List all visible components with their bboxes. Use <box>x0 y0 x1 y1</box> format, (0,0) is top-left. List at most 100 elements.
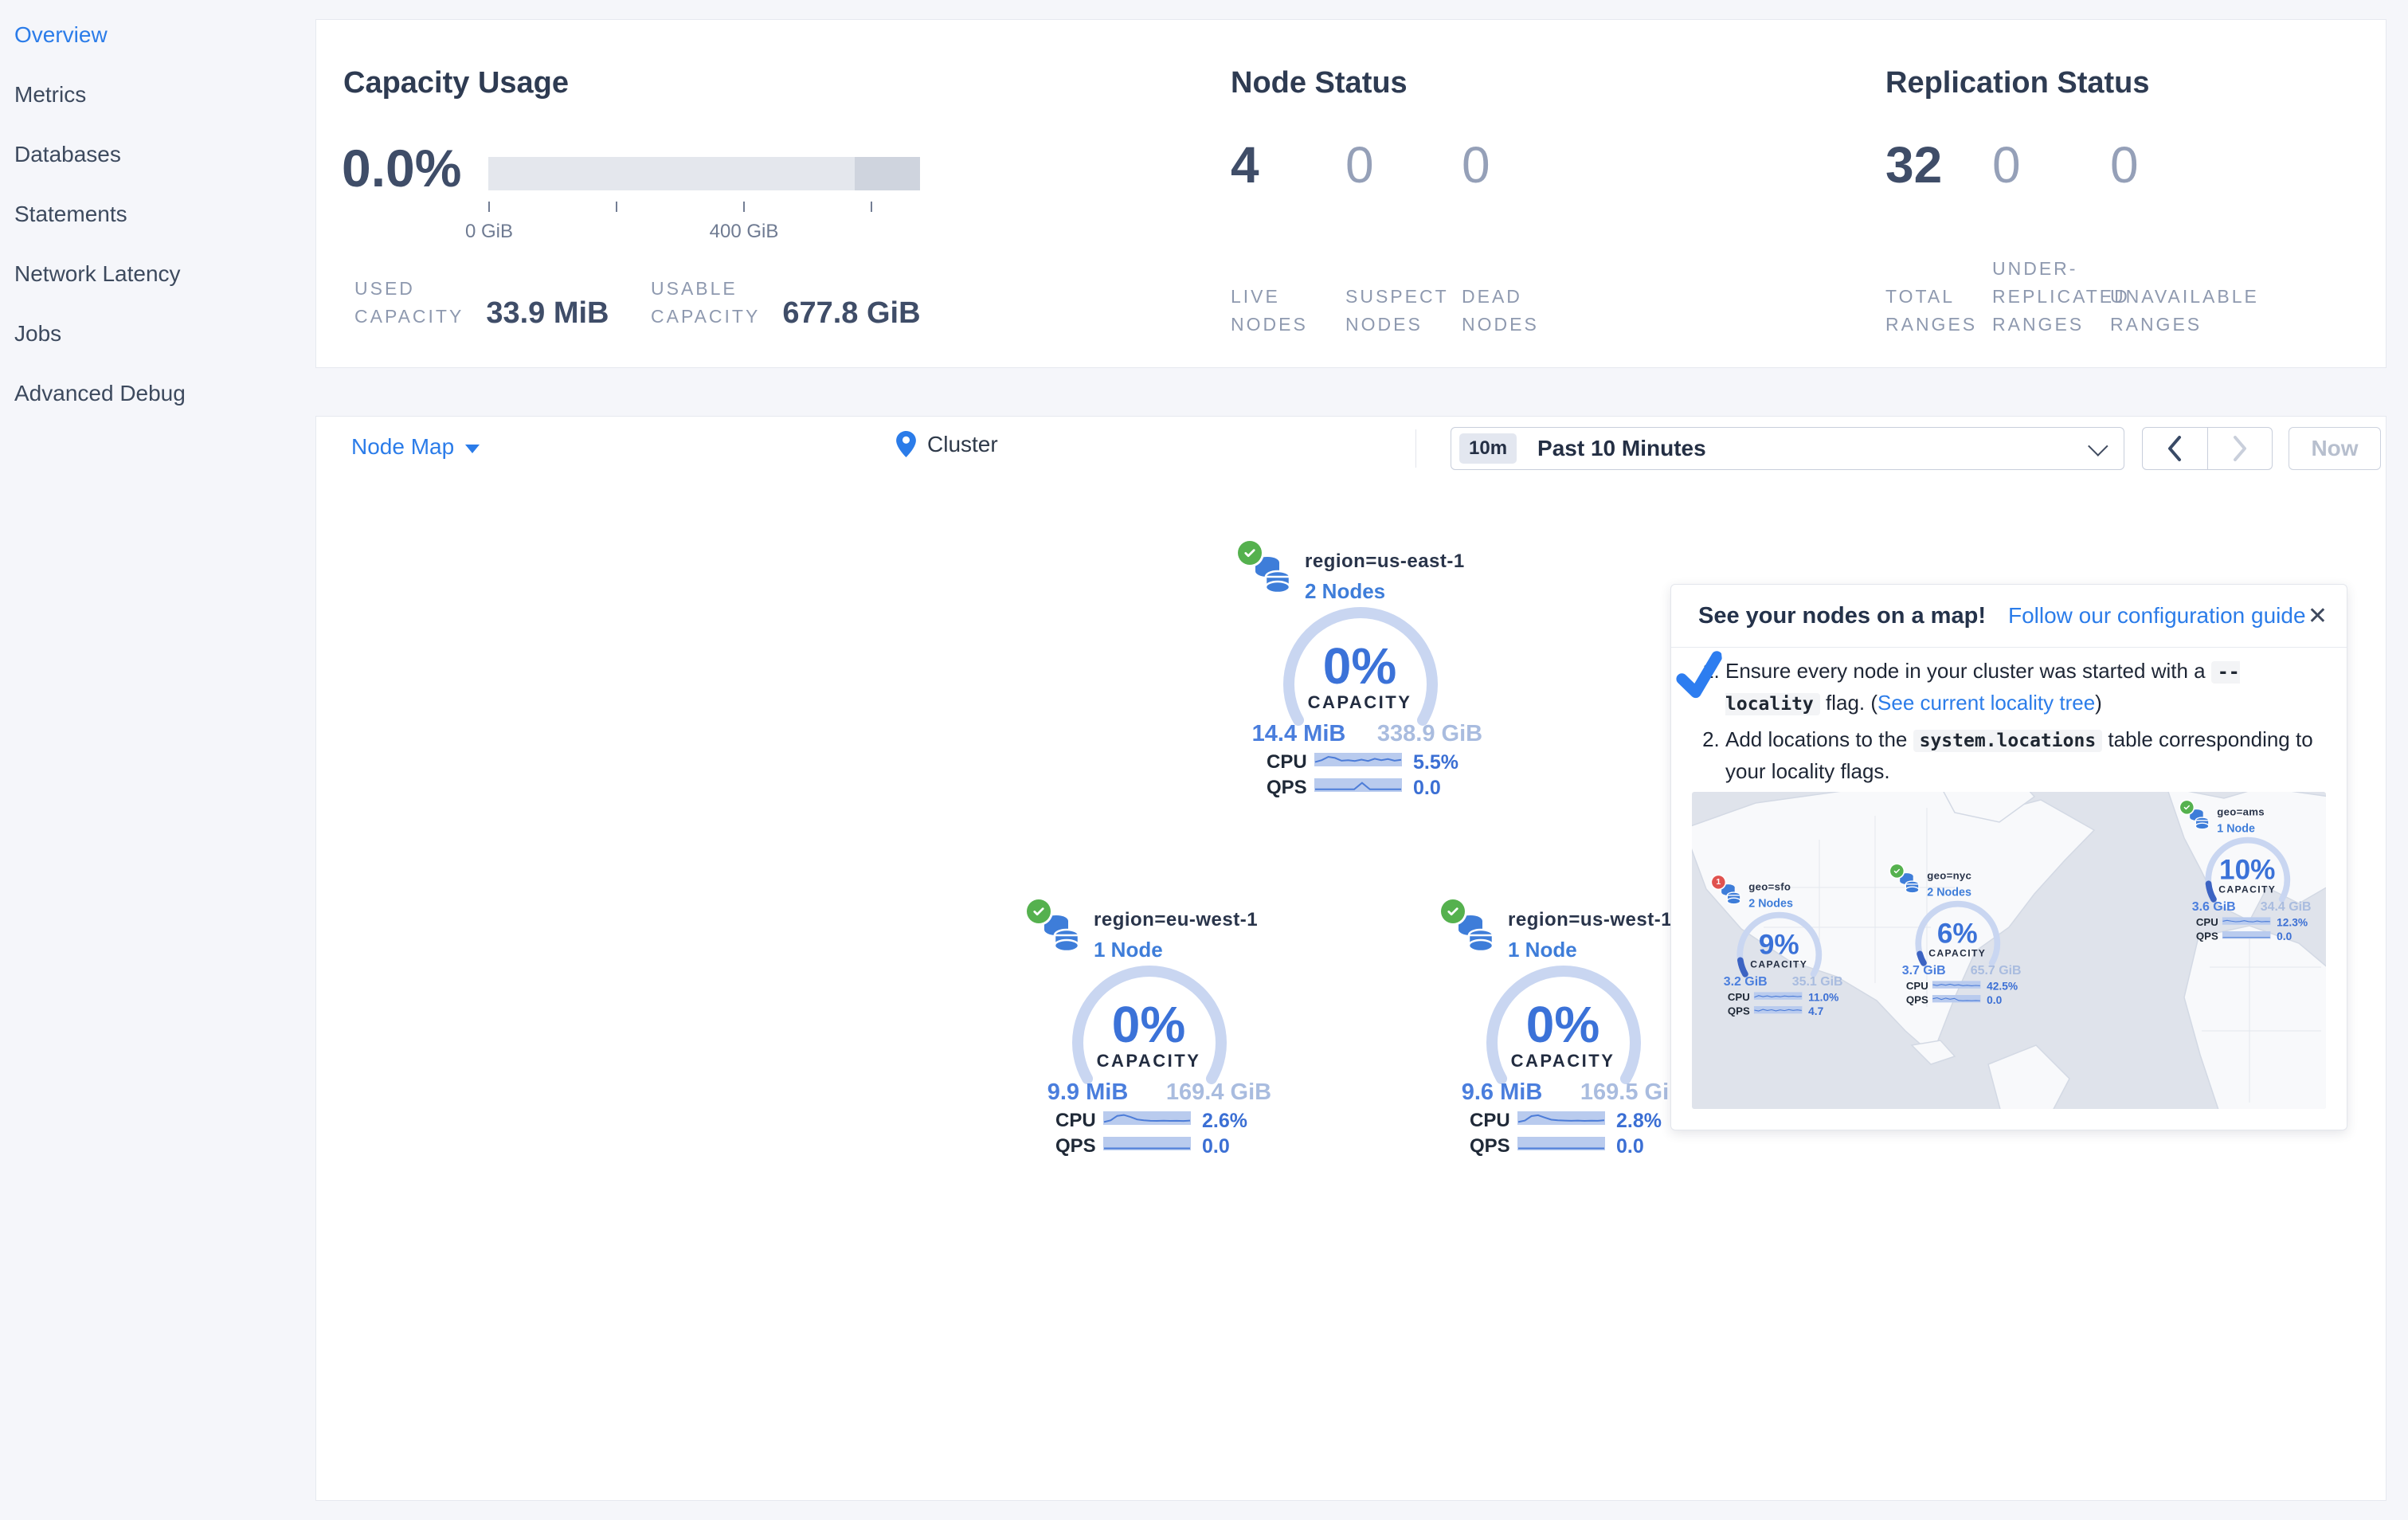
stat-label: DEAD NODES <box>1462 286 1539 335</box>
cpu-value: 11.0% <box>1808 991 1839 1004</box>
capacity-usage-bar <box>488 157 920 190</box>
healthy-check-icon <box>1890 864 1904 878</box>
qps-value: 0.0 <box>1987 993 2003 1007</box>
stat-value: 0 <box>1345 136 1374 194</box>
stat-column: 0 DEAD NODES <box>1462 139 1581 339</box>
cpu-metric-row: CPU 5.5% <box>1267 751 1490 774</box>
qps-label: QPS <box>1470 1135 1510 1157</box>
time-step-back-button[interactable] <box>2143 428 2207 469</box>
node-map-card: Node Map Cluster 10m Past 10 Minutes Now <box>315 416 2386 1501</box>
view-selector-label: Node Map <box>351 434 455 459</box>
node-count-link[interactable]: 1 Node <box>1094 938 1163 962</box>
sidebar-item-statements[interactable]: Statements <box>14 202 127 226</box>
popup-instructions: Ensure every node in your cluster was st… <box>1676 651 2323 786</box>
used-capacity-stat: USED CAPACITY 33.9 MiB <box>354 275 609 331</box>
node-map-toolbar: Node Map Cluster 10m Past 10 Minutes Now <box>316 417 2386 481</box>
qps-metric-row: QPS 0.0 <box>1905 993 2029 1007</box>
node-total-capacity: 65.7 GiB <box>1970 963 2022 977</box>
capacity-axis-tick-label: 0 GiB <box>464 221 514 242</box>
sidebar-item-network-latency[interactable]: Network Latency <box>14 261 181 286</box>
region-node-nyc: geo=nyc 2 Nodes 6% CAPACITY 3.7 GiB 65.7… <box>1889 864 2038 1009</box>
qps-label: QPS <box>1905 993 1928 1006</box>
close-icon[interactable]: ✕ <box>2307 603 2328 629</box>
time-step-buttons <box>2142 427 2273 470</box>
sidebar-item-advanced-debug[interactable]: Advanced Debug <box>14 381 186 405</box>
qps-sparkline <box>2222 931 2271 939</box>
qps-value: 0.0 <box>1413 777 1441 799</box>
usable-capacity-label: USABLE CAPACITY <box>651 278 761 327</box>
node-total-capacity: 169.4 GiB <box>1165 1079 1272 1105</box>
sidebar-item-metrics[interactable]: Metrics <box>14 82 87 107</box>
cpu-value: 42.5% <box>1987 980 2018 993</box>
qps-label: QPS <box>1055 1135 1096 1157</box>
node-locality-label: geo=nyc <box>1927 869 1972 882</box>
healthy-check-icon <box>1238 541 1262 565</box>
database-icon <box>1900 873 1920 894</box>
stat-column: 32 TOTAL RANGES <box>1885 139 1989 339</box>
stat-label: UNAVAILABLE RANGES <box>2110 286 2259 335</box>
cpu-label: CPU <box>1727 991 1750 1004</box>
capacity-percent: 0% <box>1525 996 1600 1053</box>
configuration-guide-link[interactable]: Follow our configuration guide <box>2007 603 2306 628</box>
time-step-forward-button[interactable] <box>2206 428 2273 469</box>
breadcrumb[interactable]: Cluster <box>896 431 998 457</box>
stat-column: 4 LIVE NODES <box>1231 139 1342 339</box>
capacity-axis-tick <box>488 202 490 212</box>
node-count-link[interactable]: 2 Nodes <box>1927 885 1971 899</box>
node-count-link[interactable]: 2 Nodes <box>1305 579 1386 603</box>
time-range-selector[interactable]: 10m Past 10 Minutes <box>1451 427 2124 470</box>
cpu-sparkline <box>2222 917 2271 925</box>
node-used-capacity: 3.2 GiB <box>1723 974 1768 989</box>
capacity-gauge <box>1072 966 1227 1084</box>
cpu-label: CPU <box>1055 1110 1096 1131</box>
sidebar-item-jobs[interactable]: Jobs <box>14 321 62 346</box>
database-icon <box>1721 884 1741 905</box>
qps-metric-row: QPS 4.7 <box>1727 1005 1850 1017</box>
used-capacity-label: USED CAPACITY <box>354 278 464 327</box>
node-count-link[interactable]: 1 Node <box>2217 821 2255 836</box>
stat-label: SUSPECT NODES <box>1345 286 1449 335</box>
region-node-us-east-1: region=us-east-1 2 Nodes 0% CAPACITY 14.… <box>1236 539 1507 802</box>
qps-metric-row: QPS 0.0 <box>2196 930 2319 942</box>
node-used-capacity: 9.6 MiB <box>1461 1079 1543 1105</box>
cpu-label: CPU <box>1267 751 1307 773</box>
capacity-gauge <box>1486 966 1641 1084</box>
qps-metric-row: QPS 0.0 <box>1055 1135 1278 1158</box>
node-total-capacity: 35.1 GiB <box>1791 974 1843 989</box>
cpu-label: CPU <box>1905 980 1928 993</box>
cpu-metric-row: CPU 2.8% <box>1470 1110 1693 1132</box>
node-used-capacity: 3.6 GiB <box>2191 899 2236 914</box>
capacity-gauge <box>1283 607 1438 726</box>
stat-column: 0 SUSPECT NODES <box>1345 139 1457 339</box>
capacity-gauge-label: CAPACITY <box>1510 1051 1615 1071</box>
qps-label: QPS <box>1727 1005 1750 1017</box>
sidebar-item-overview[interactable]: Overview <box>14 22 108 47</box>
capacity-gauge <box>1737 911 1823 977</box>
now-button[interactable]: Now <box>2289 427 2381 470</box>
cpu-metric-row: CPU 11.0% <box>1727 991 1850 1004</box>
locality-tree-link[interactable]: See current locality tree <box>1877 691 2096 715</box>
database-icon <box>2190 809 2210 830</box>
popup-title: See your nodes on a map! <box>1698 602 1986 629</box>
chevron-left-icon <box>2168 436 2182 461</box>
database-icon <box>1255 557 1291 594</box>
node-map-canvas: region=us-east-1 2 Nodes 0% CAPACITY 14.… <box>316 480 2386 1500</box>
node-locality-label: geo=ams <box>2217 805 2265 818</box>
node-count-link[interactable]: 2 Nodes <box>1748 896 1793 911</box>
stat-label: TOTAL RANGES <box>1885 286 1978 335</box>
view-selector-dropdown[interactable]: Node Map <box>351 434 480 460</box>
healthy-check-icon <box>2180 801 2194 814</box>
qps-sparkline <box>1314 778 1402 792</box>
stat-column: 0 UNAVAILABLE RANGES <box>2110 136 2257 339</box>
qps-label: QPS <box>1267 777 1307 798</box>
cpu-metric-row: CPU 42.5% <box>1905 980 2029 993</box>
sidebar-item-databases[interactable]: Databases <box>14 142 121 166</box>
node-used-capacity: 9.9 MiB <box>1047 1079 1129 1105</box>
stat-value: 4 <box>1231 136 1259 194</box>
node-count-link[interactable]: 1 Node <box>1508 938 1577 962</box>
stat-label: LIVE NODES <box>1231 286 1308 335</box>
qps-sparkline <box>1517 1137 1605 1150</box>
healthy-check-icon <box>1027 899 1051 923</box>
popup-header: See your nodes on a map! Follow our conf… <box>1671 585 2347 648</box>
stat-value: 0 <box>2110 136 2139 194</box>
